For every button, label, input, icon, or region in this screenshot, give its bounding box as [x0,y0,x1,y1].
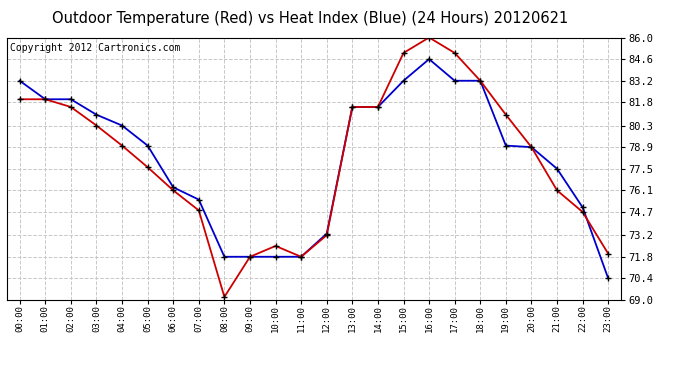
Text: Outdoor Temperature (Red) vs Heat Index (Blue) (24 Hours) 20120621: Outdoor Temperature (Red) vs Heat Index … [52,11,569,26]
Text: Copyright 2012 Cartronics.com: Copyright 2012 Cartronics.com [10,43,180,53]
